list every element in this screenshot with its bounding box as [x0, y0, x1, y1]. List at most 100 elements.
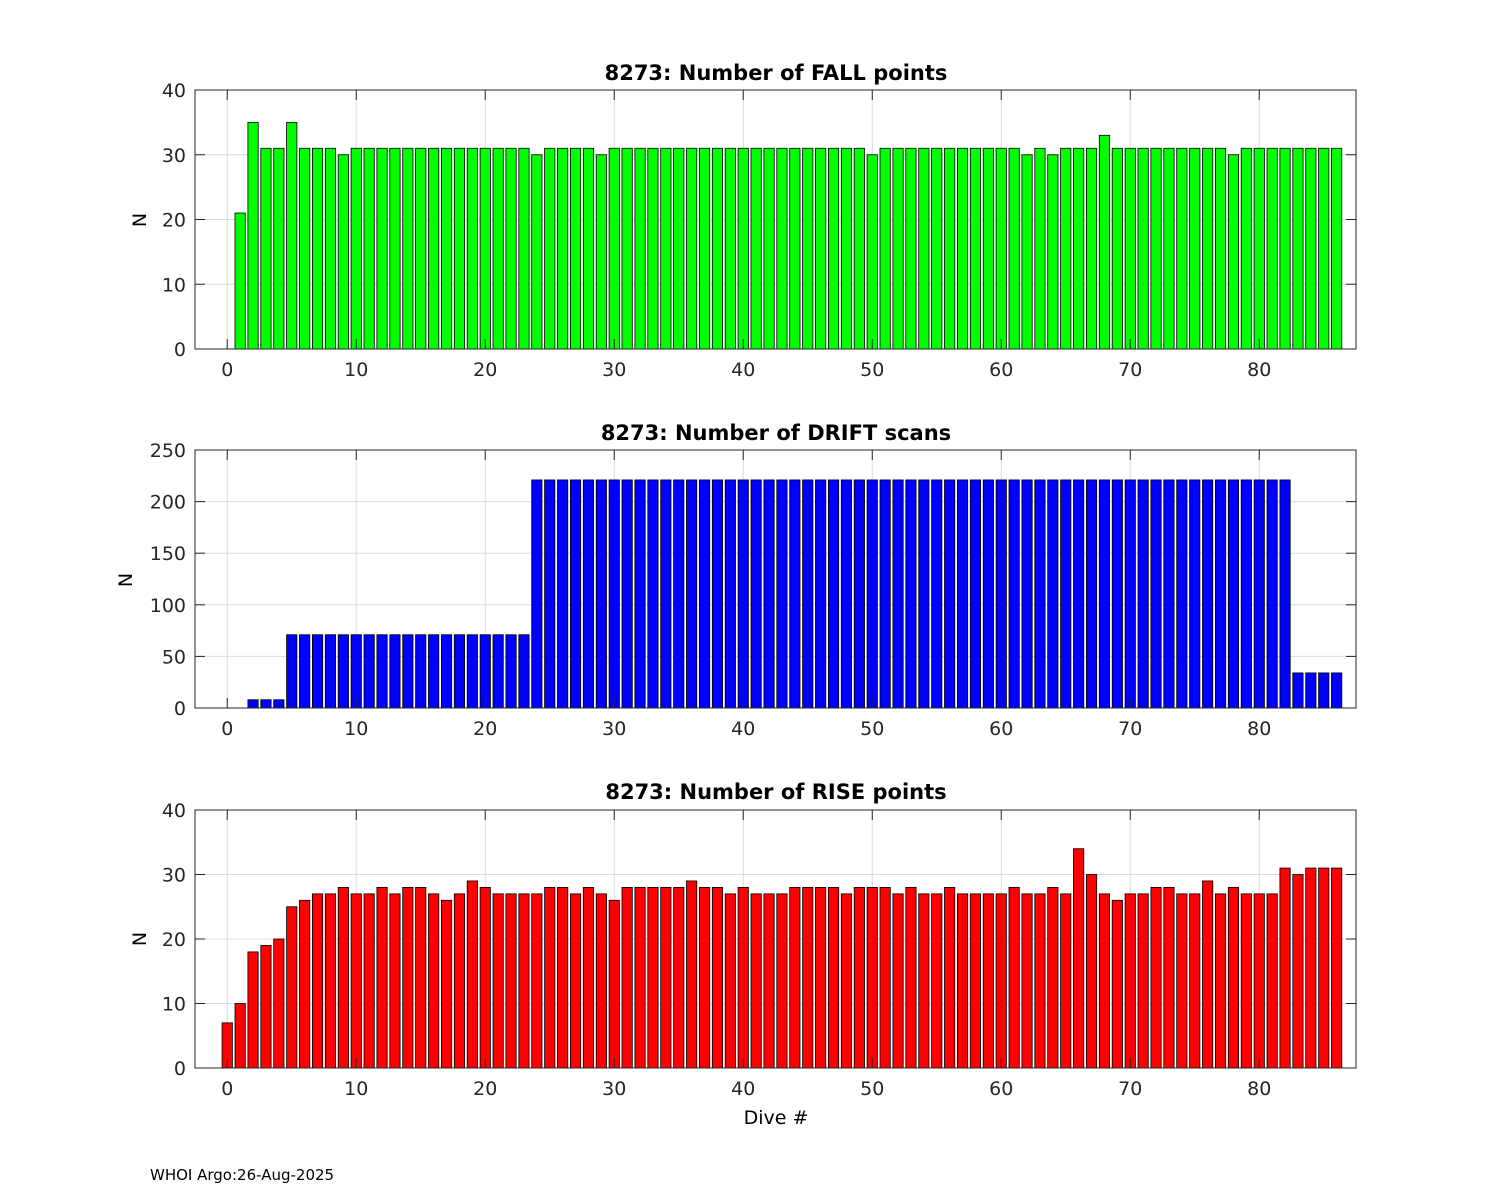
bar [1318, 672, 1330, 709]
bar [1137, 893, 1149, 1069]
x-tick-label: 30 [602, 1078, 626, 1100]
bar [1240, 479, 1252, 709]
bar [866, 887, 878, 1069]
bar [802, 147, 814, 350]
bar [892, 479, 904, 709]
y-tick-label: 40 [162, 800, 186, 822]
bar [1085, 874, 1098, 1069]
bar [350, 893, 362, 1069]
bar [621, 479, 633, 709]
bar [531, 479, 543, 709]
bar [582, 479, 595, 709]
chart-title: 8273: Number of DRIFT scans [601, 421, 951, 445]
bar [1163, 147, 1175, 350]
y-tick-label: 10 [162, 994, 186, 1016]
y-tick-label: 150 [150, 543, 186, 565]
bar [698, 887, 711, 1069]
bar [531, 893, 543, 1069]
y-axis-label: N [129, 932, 151, 946]
bar [402, 887, 414, 1069]
bar [995, 479, 1007, 709]
y-tick-label: 20 [162, 929, 186, 951]
bar [905, 479, 917, 709]
bar [466, 147, 478, 350]
bar [1279, 147, 1291, 350]
bar [492, 147, 504, 350]
bar [247, 951, 259, 1069]
bar [1085, 479, 1098, 709]
bar [840, 479, 853, 709]
bar [466, 880, 478, 1069]
bar [505, 147, 517, 350]
bar [621, 887, 633, 1069]
bar [724, 147, 736, 350]
bar [827, 479, 840, 709]
bar [286, 634, 298, 709]
bar [1150, 887, 1162, 1069]
bar [866, 479, 878, 709]
bar [453, 147, 466, 350]
bar [1008, 147, 1020, 350]
bar [1047, 887, 1059, 1069]
bar [1227, 887, 1240, 1069]
bar [1202, 880, 1214, 1069]
bar [1124, 147, 1136, 350]
bar [1253, 893, 1265, 1069]
bar [956, 479, 969, 709]
bar [363, 147, 375, 350]
bar [673, 479, 685, 709]
bar [1034, 893, 1046, 1069]
bar [415, 887, 427, 1069]
y-tick-label: 200 [150, 492, 186, 514]
y-tick-label: 30 [162, 145, 186, 167]
bar [1034, 147, 1046, 350]
bar [1292, 147, 1304, 350]
bar [557, 887, 569, 1069]
bar [1137, 147, 1149, 350]
bar [453, 634, 466, 709]
fall-points-chart: 8273: Number of FALL points N 0 10 20 30 40 5… [129, 61, 1357, 381]
x-tick-label: 50 [860, 1078, 884, 1100]
bar [1266, 893, 1278, 1069]
bar [982, 893, 994, 1069]
x-tick-label: 50 [860, 718, 884, 740]
bar [324, 147, 337, 350]
bar [1163, 479, 1175, 709]
bar [789, 479, 801, 709]
bar [402, 634, 414, 709]
bar [724, 479, 736, 709]
drift-scans-chart: 8273: Number of DRIFT scans N 0 10 20 30 40 5… [115, 421, 1357, 740]
bar [621, 147, 633, 350]
bar [634, 887, 646, 1069]
bar [750, 479, 762, 709]
bar [337, 634, 349, 709]
bar [1150, 479, 1162, 709]
x-tick-label: 20 [473, 718, 497, 740]
bar [647, 147, 659, 350]
bar [608, 899, 620, 1069]
bar [311, 893, 324, 1069]
bar [286, 906, 298, 1069]
bar [969, 147, 982, 350]
bar [892, 147, 904, 350]
bar [763, 893, 775, 1069]
bar [311, 147, 324, 350]
chart-title: 8273: Number of FALL points [605, 61, 948, 85]
y-tick-label: 0 [174, 1058, 186, 1080]
bar [944, 479, 956, 709]
bar [582, 147, 595, 350]
bar [1111, 147, 1123, 350]
bar [428, 893, 440, 1069]
bar [1098, 893, 1111, 1069]
bar [995, 147, 1007, 350]
bar [686, 147, 698, 350]
bar [634, 147, 646, 350]
bar [905, 887, 917, 1069]
bar [1111, 899, 1123, 1069]
bar [944, 147, 956, 350]
bar [1124, 479, 1136, 709]
chart-title: 8273: Number of RISE points [605, 780, 946, 804]
bar [582, 887, 595, 1069]
bar [673, 887, 685, 1069]
bar [789, 147, 801, 350]
